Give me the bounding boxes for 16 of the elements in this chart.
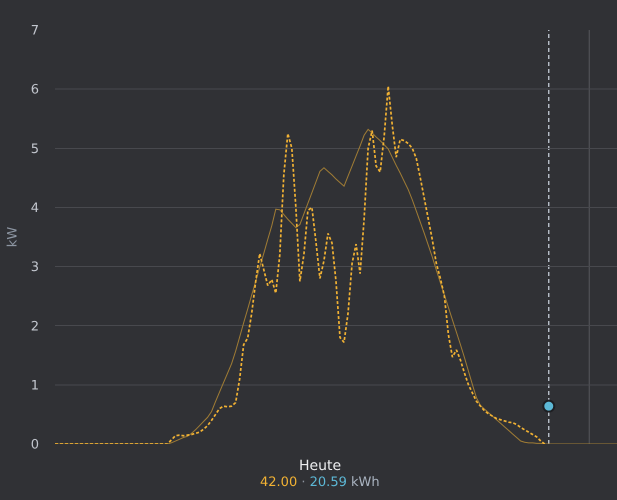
text: · [301, 475, 306, 490]
y-tick-label: 2 [30, 319, 39, 334]
text: kWh [351, 475, 380, 490]
y-tick-label: 7 [30, 24, 39, 39]
y-axis-title: kW [6, 226, 21, 248]
y-tick-label: 0 [30, 438, 39, 453]
y-tick-label: 6 [30, 82, 39, 98]
text: 42.00 [260, 475, 298, 490]
x-axis-title: Heute [299, 458, 342, 474]
line-series [55, 128, 617, 444]
y-tick-label: 3 [30, 260, 39, 276]
line-series [55, 85, 546, 444]
y-tick-label: 4 [30, 200, 39, 216]
y-tick-label: 5 [30, 142, 39, 157]
y-tick-label: 1 [30, 378, 39, 394]
text: 20.59 [310, 475, 347, 490]
